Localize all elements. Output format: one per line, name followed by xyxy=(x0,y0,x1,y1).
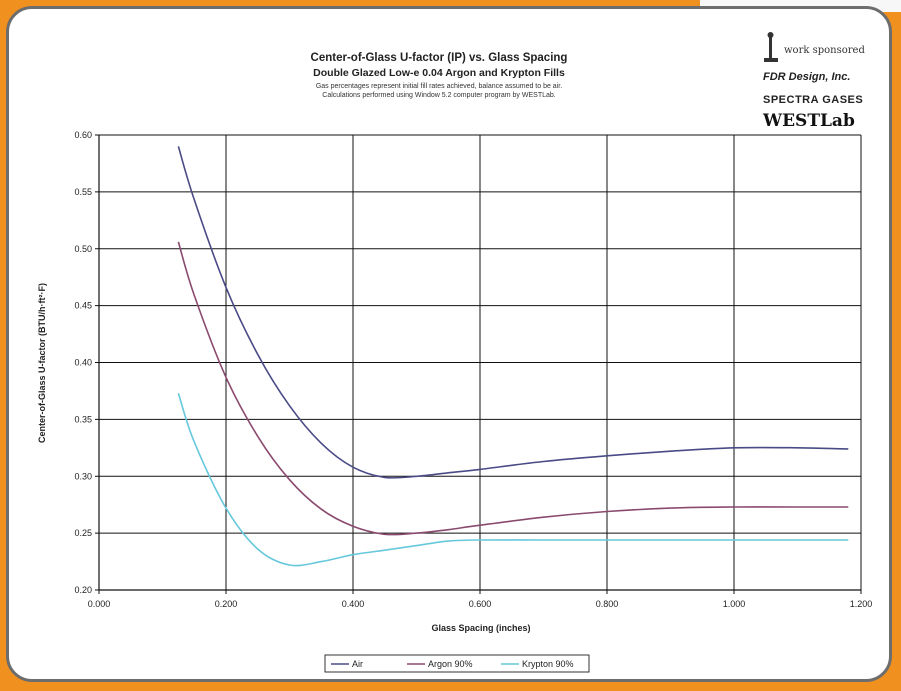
sponsor-logos: work sponsored FDR Design, Inc. SPECTRA … xyxy=(762,32,865,131)
axes xyxy=(95,134,862,594)
chart-frame: Center-of-Glass U-factor (IP) vs. Glass … xyxy=(6,6,892,682)
chart-subtitle: Double Glazed Low-e 0.04 Argon and Krypt… xyxy=(313,67,565,79)
series-line-air xyxy=(177,146,849,479)
tick-labels: 0.20 0.25 0.30 0.35 0.40 0.45 0.50 0.55 0.60 0.00… xyxy=(74,130,872,609)
y-tick-label-4: 0.40 xyxy=(74,358,92,368)
x-tick-label-3: 0.600 xyxy=(469,599,492,609)
y-axis-label: Center-of-Glass U-factor (BTU/h·ft²·F) xyxy=(37,283,47,443)
x-tick-label-6: 1.200 xyxy=(850,599,873,609)
y-tick-label-0: 0.20 xyxy=(74,585,92,595)
x-tick-label-0: 0.000 xyxy=(88,599,111,609)
chart-title: Center-of-Glass U-factor (IP) vs. Glass … xyxy=(311,52,568,64)
y-tick-label-5: 0.45 xyxy=(74,301,92,311)
y-tick-label-6: 0.50 xyxy=(74,244,92,254)
y-tick-label-2: 0.30 xyxy=(74,471,92,481)
sponsor-westlab: WESTLab xyxy=(762,111,855,131)
y-tick-label-7: 0.55 xyxy=(74,187,92,197)
x-tick-label-5: 1.000 xyxy=(723,599,746,609)
y-tick-label-8: 0.60 xyxy=(74,130,92,140)
sponsor-spectra: SPECTRA GASES xyxy=(763,94,863,106)
series-line-argon-90- xyxy=(177,241,849,536)
y-tick-label-3: 0.35 xyxy=(74,414,92,424)
x-axis-label: Glass Spacing (inches) xyxy=(431,623,530,633)
x-tick-label-1: 0.200 xyxy=(215,599,238,609)
u-factor-chart: Center-of-Glass U-factor (IP) vs. Glass … xyxy=(37,32,872,673)
sponsor-line-1: work sponsored xyxy=(784,45,865,56)
legend: Air Argon 90% Krypton 90% xyxy=(324,654,590,673)
legend-label-argon-90-: Argon 90% xyxy=(428,659,473,669)
series-lines xyxy=(177,146,849,567)
grid-lines xyxy=(98,134,862,591)
series-line-krypton-90- xyxy=(177,392,849,567)
y-tick-label-1: 0.25 xyxy=(74,528,92,538)
legend-label-air: Air xyxy=(352,659,363,669)
chart-note-2: Calculations performed using Window 5.2 … xyxy=(322,92,555,99)
x-tick-label-4: 0.800 xyxy=(596,599,619,609)
sponsor-fdr: FDR Design, Inc. xyxy=(763,71,850,83)
chart-note-1: Gas percentages represent initial fill r… xyxy=(316,83,562,90)
x-tick-label-2: 0.400 xyxy=(342,599,365,609)
legend-label-krypton-90-: Krypton 90% xyxy=(522,659,574,669)
sponsor-figure-icon xyxy=(764,32,778,62)
legend-box xyxy=(324,654,590,673)
